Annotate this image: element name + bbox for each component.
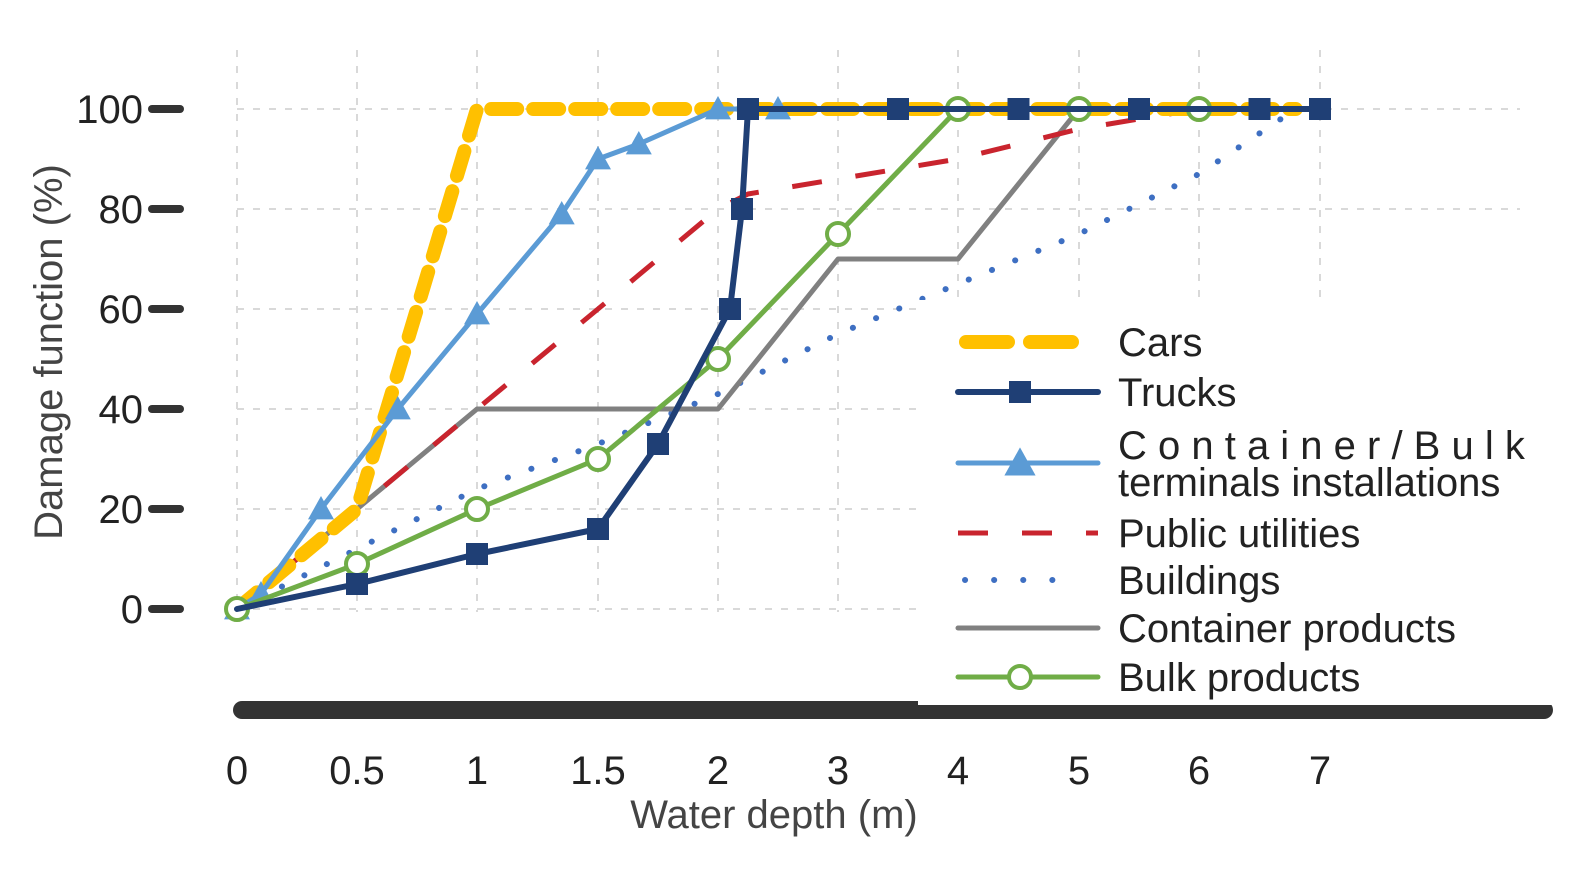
- data-point-bulk-products-1: [344, 551, 370, 577]
- data-point-trucks-7: [737, 98, 759, 120]
- y-tick-label-40: 40: [99, 388, 144, 432]
- x-tick-label-4: 4: [947, 749, 969, 793]
- series-line-public-utilities: [235, 106, 1320, 611]
- y-tick-label-100: 100: [76, 88, 143, 132]
- legend-label-buildings: Buildings: [1118, 559, 1280, 603]
- series-container-bulk-terminals-installations: [224, 96, 791, 620]
- series-public-utilities: [235, 106, 1320, 611]
- legend-item-public-utilities: Public utilities: [958, 512, 1360, 556]
- y-axis-ticks: 0 20 40 60 80 100: [76, 88, 184, 632]
- x-axis-ticks: 0 0.5 1 1.5 2 3 4 5 6 7: [226, 749, 1331, 793]
- data-point-container-bulk-terminals-installations-7: [625, 131, 652, 155]
- x-tick-label-2: 2: [707, 749, 729, 793]
- x-axis-title: Water depth (m): [630, 793, 917, 837]
- legend-label-container-bulk-terminals-installations: C o n t a i n e r / B u l k terminals ins…: [1118, 424, 1526, 505]
- y-tick-label-20: 20: [99, 488, 144, 532]
- x-tick-label-0: 0: [226, 749, 248, 793]
- x-tick-label-1: 1: [466, 749, 488, 793]
- x-axis-bar: [233, 701, 1553, 719]
- data-point-bulk-products-2: [464, 496, 490, 522]
- data-point-trucks-5: [719, 298, 741, 320]
- legend-label-bulk-products: Bulk products: [1118, 656, 1360, 700]
- data-point-trucks-1: [346, 573, 368, 595]
- data-point-container-bulk-terminals-installations-3: [384, 396, 411, 420]
- data-point-bulk-products-4: [705, 346, 731, 372]
- data-point-trucks-3: [587, 518, 609, 540]
- data-point-trucks-8: [887, 98, 909, 120]
- axes: [233, 701, 1553, 719]
- y-axis-title: Damage function (%): [27, 164, 71, 540]
- legend-item-bulk-products: Bulk products: [955, 656, 1360, 700]
- data-point-trucks-9: [1007, 98, 1030, 120]
- y-tick-label-80: 80: [99, 188, 144, 232]
- x-tick-label-5: 5: [1068, 749, 1090, 793]
- legend-label-trucks: Trucks: [1118, 371, 1237, 415]
- legend-item-buildings: Buildings: [962, 559, 1280, 603]
- legend-item-container-products: Container products: [955, 607, 1456, 651]
- legend-label-container-products: Container products: [1118, 607, 1456, 651]
- legend-item-cars: Cars: [959, 321, 1202, 365]
- legend: Cars Trucks C o n t a i n e r / B u l k ter…: [918, 300, 1558, 705]
- data-point-container-bulk-terminals-installations-4: [464, 301, 490, 325]
- data-point-container-bulk-terminals-installations-6: [585, 146, 611, 170]
- data-point-trucks-6: [731, 198, 753, 220]
- legend-label-public-utilities: Public utilities: [1118, 512, 1360, 556]
- x-tick-label-3: 3: [827, 749, 849, 793]
- legend-background: [918, 300, 1558, 705]
- x-tick-label-7: 7: [1309, 749, 1331, 793]
- data-point-trucks-10: [1128, 98, 1150, 120]
- x-tick-label-0.5: 0.5: [329, 749, 385, 793]
- series: [224, 96, 1331, 622]
- legend-item-trucks: Trucks: [955, 371, 1237, 415]
- legend-marker-trucks: [1009, 381, 1031, 403]
- data-point-bulk-products-5: [825, 221, 851, 247]
- data-point-trucks-2: [466, 543, 488, 565]
- legend-item-container-bulk-terminals-installations: C o n t a i n e r / B u l k terminals ins…: [955, 424, 1526, 505]
- legend-marker-bulk-products: [1007, 664, 1033, 690]
- data-point-container-bulk-terminals-installations-8: [705, 96, 731, 120]
- legend-marker-container-bulk-terminals-installations: [1004, 447, 1036, 476]
- y-tick-label-0: 0: [121, 588, 143, 632]
- legend-label-line-1: terminals installations: [1118, 461, 1500, 505]
- legend-label-line-0: C o n t a i n e r / B u l k: [1118, 424, 1526, 468]
- legend-label-cars: Cars: [1118, 321, 1202, 365]
- data-point-container-bulk-terminals-installations-5: [548, 201, 575, 225]
- x-tick-label-6: 6: [1188, 749, 1210, 793]
- series-line-container-bulk-terminals-installations: [234, 106, 781, 612]
- data-point-container-bulk-terminals-installations-2: [308, 496, 334, 520]
- data-point-trucks-12: [1309, 98, 1331, 120]
- data-point-trucks-4: [647, 433, 669, 455]
- y-tick-label-60: 60: [99, 288, 144, 332]
- x-tick-label-1.5: 1.5: [570, 749, 626, 793]
- series-trucks: [234, 98, 1331, 612]
- data-point-bulk-products-3: [585, 446, 611, 472]
- data-point-trucks-11: [1248, 98, 1271, 120]
